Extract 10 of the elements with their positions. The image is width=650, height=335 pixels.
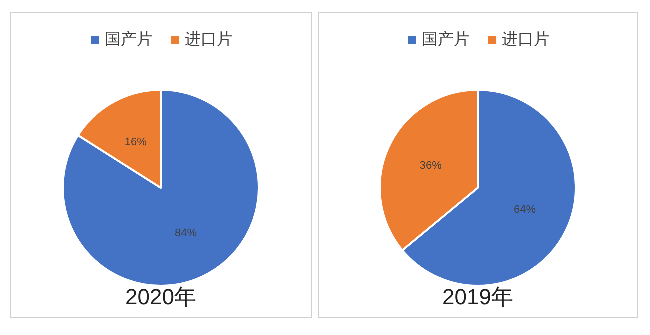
data-label: 16% — [124, 136, 148, 148]
legend-label: 国产片 — [422, 30, 470, 48]
data-label: 64% — [514, 204, 536, 216]
data-label: 84% — [175, 228, 198, 240]
legend-label: 进口片 — [502, 30, 550, 48]
text: 2019年 — [442, 284, 514, 310]
text: 2020年 — [126, 284, 196, 310]
data-label: 36% — [420, 160, 442, 172]
legend-label: 国产片 — [105, 30, 153, 48]
legend-label: 进口片 — [185, 30, 233, 48]
